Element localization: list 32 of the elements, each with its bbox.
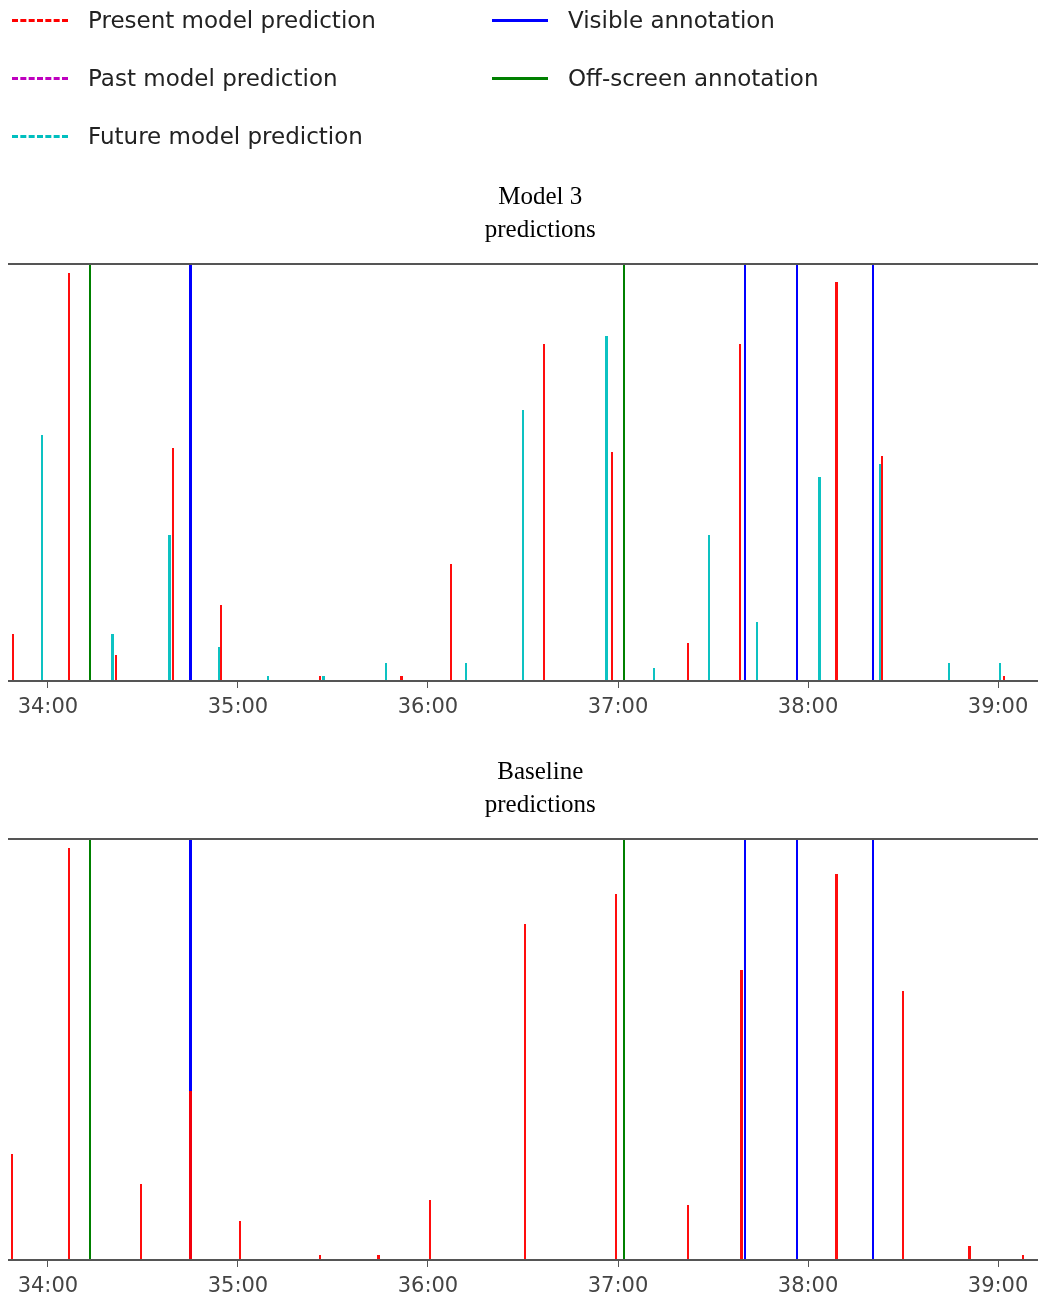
chart-title: Baseline predictions xyxy=(484,757,596,817)
chart-title: Model 3 predictions xyxy=(484,182,596,242)
x-tick-label: 35:00 xyxy=(207,1273,269,1298)
x-tick-label: 37:00 xyxy=(587,694,649,719)
x-tick-label: 35:00 xyxy=(207,694,269,719)
legend-label: Future model prediction xyxy=(88,123,363,149)
bar xyxy=(111,634,114,680)
legend-label: Past model prediction xyxy=(88,65,338,91)
bar xyxy=(377,1254,380,1259)
legend-label: Visible annotation xyxy=(568,7,775,33)
x-tick-label: 34:00 xyxy=(17,1273,79,1298)
bar xyxy=(968,1246,971,1259)
bar xyxy=(818,476,821,680)
bar xyxy=(189,1091,192,1259)
bar xyxy=(605,335,608,680)
bar xyxy=(835,873,838,1259)
x-tick-label: 36:00 xyxy=(397,1273,459,1298)
bar xyxy=(835,281,838,680)
bar xyxy=(189,265,192,680)
legend-label: Off-screen annotation xyxy=(568,65,819,91)
bar xyxy=(322,675,325,680)
x-tick-label: 39:00 xyxy=(967,694,1029,719)
x-tick-label: 38:00 xyxy=(777,694,839,719)
legend-label: Present model prediction xyxy=(88,7,376,33)
x-tick-label: 36:00 xyxy=(397,694,459,719)
x-tick-label: 38:00 xyxy=(777,1273,839,1298)
x-tick-label: 37:00 xyxy=(587,1273,649,1298)
bar xyxy=(168,534,171,680)
x-tick-label: 34:00 xyxy=(17,694,79,719)
bar xyxy=(400,675,403,680)
bar xyxy=(740,969,743,1259)
x-tick-label: 39:00 xyxy=(967,1273,1029,1298)
